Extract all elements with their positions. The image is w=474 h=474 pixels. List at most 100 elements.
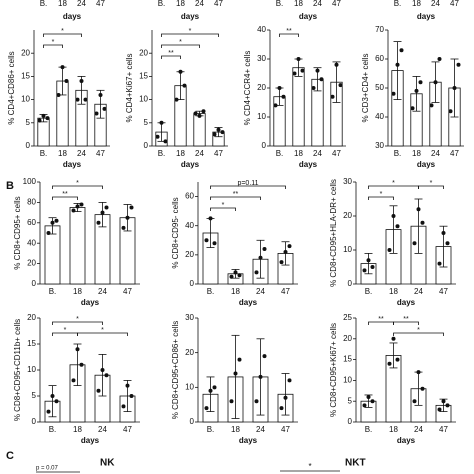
data-point — [178, 69, 183, 74]
data-point — [216, 127, 221, 132]
x-tick-label: 47 — [439, 425, 448, 434]
data-point — [220, 130, 225, 135]
y-axis-label: % CD8+CD95+CD86+ cells — [171, 321, 180, 420]
y-tick-label: 40 — [257, 25, 266, 34]
data-point — [283, 249, 288, 254]
data-point — [155, 134, 160, 139]
y-tick-label: 30 — [257, 54, 266, 63]
data-point — [254, 270, 259, 275]
data-point — [418, 80, 423, 85]
panel-title: NKT — [345, 458, 366, 469]
data-point — [75, 97, 80, 102]
y-tick-label: 15 — [21, 72, 30, 81]
x-tick-label: 24 — [77, 149, 86, 158]
significance-label: * — [76, 180, 79, 187]
y-axis-label: % CD8+CD95+ cells — [13, 196, 22, 269]
significance-label: * — [101, 327, 104, 334]
y-tick-label: 40 — [27, 238, 36, 247]
data-point — [391, 214, 396, 218]
x-tick-label: B. — [276, 149, 284, 158]
y-tick-label: 20 — [27, 313, 36, 322]
data-point — [311, 86, 316, 90]
x-tick-label: 18 — [294, 149, 303, 158]
data-point — [96, 388, 101, 393]
x-tick-label: 18 — [412, 149, 421, 158]
x-tick-label: 18 — [412, 0, 421, 8]
y-tick-label: 30 — [375, 141, 384, 150]
x-tick-label: 24 — [195, 0, 204, 8]
data-point — [237, 357, 242, 362]
data-point — [287, 378, 292, 383]
y-tick-label: 0 — [262, 141, 267, 150]
data-point — [395, 224, 400, 229]
y-axis-label: % CD8+CD95+CD11b+ cells — [13, 319, 22, 421]
data-point — [125, 215, 130, 220]
data-point — [54, 399, 59, 404]
data-point — [338, 83, 343, 88]
x-tick-label: 47 — [332, 149, 341, 158]
data-point — [366, 258, 371, 263]
x-tick-label: 18 — [73, 287, 82, 296]
data-point — [129, 205, 134, 210]
significance-bracket — [210, 207, 236, 211]
y-tick-label: 5 — [144, 118, 149, 127]
x-axis-label: days — [239, 298, 258, 307]
y-tick-label: 10 — [185, 382, 194, 391]
significance-bracket — [368, 196, 394, 200]
data-point — [83, 97, 88, 102]
y-tick-label: 0 — [190, 417, 195, 426]
data-point — [121, 404, 126, 409]
x-tick-label: B. — [49, 287, 57, 296]
y-axis-label: % CD3+CD4+ cells — [361, 54, 370, 123]
data-point — [292, 71, 297, 76]
x-tick-label: 24 — [256, 425, 265, 434]
panel-title: NK — [100, 458, 115, 469]
x-tick-label: 47 — [214, 0, 223, 8]
x-tick-label: 18 — [294, 0, 303, 8]
significance-label: ** — [378, 316, 384, 323]
y-axis-label: % CD8+CD95+Ki67+ cells — [329, 323, 338, 417]
data-point — [204, 238, 209, 243]
x-tick-label: 47 — [450, 0, 459, 8]
data-point — [287, 244, 292, 249]
x-tick-label: B. — [158, 149, 166, 158]
x-axis-label: days — [417, 160, 436, 169]
x-tick-label: 47 — [439, 287, 448, 296]
data-point — [37, 118, 42, 123]
y-tick-label: 20 — [27, 259, 36, 268]
data-point — [416, 207, 421, 212]
y-tick-label: 10 — [343, 376, 352, 385]
data-point — [362, 403, 367, 408]
x-tick-label: 24 — [195, 149, 204, 158]
data-point — [395, 62, 400, 67]
y-axis-label: % CD4+CCR4+ cells — [243, 51, 252, 126]
x-tick-label: B. — [365, 287, 373, 296]
y-tick-label: 30 — [343, 177, 352, 186]
significance-bracket — [210, 196, 261, 200]
x-tick-label: 47 — [281, 287, 290, 296]
data-point — [456, 62, 461, 67]
significance-label: * — [417, 327, 420, 334]
data-point — [399, 48, 404, 53]
data-point — [212, 385, 217, 390]
significance-bracket — [161, 44, 200, 48]
data-point — [262, 247, 267, 252]
x-tick-label: 18 — [73, 425, 82, 434]
y-tick-label: 70 — [375, 25, 384, 34]
data-point — [448, 109, 453, 114]
data-point — [370, 265, 375, 269]
data-point — [437, 57, 442, 61]
y-tick-label: 20 — [139, 48, 148, 57]
data-point — [204, 406, 209, 411]
y-tick-label: 20 — [257, 83, 266, 92]
data-point — [104, 373, 109, 378]
data-point — [262, 354, 267, 359]
significance-bracket — [52, 185, 103, 189]
y-tick-label: 5 — [348, 396, 353, 405]
x-tick-label: 24 — [313, 0, 322, 8]
significance-label: ** — [233, 191, 239, 198]
x-tick-label: 24 — [98, 425, 107, 434]
x-axis-label: days — [299, 160, 318, 169]
y-tick-label: 60 — [185, 192, 194, 201]
